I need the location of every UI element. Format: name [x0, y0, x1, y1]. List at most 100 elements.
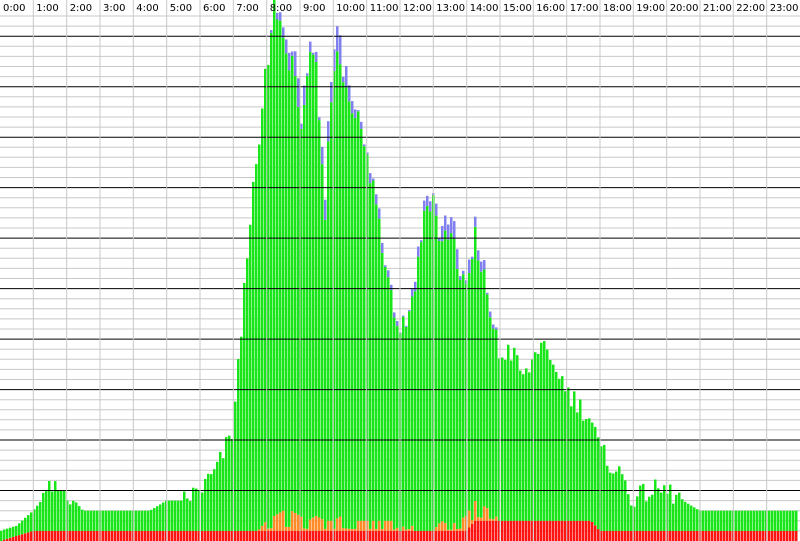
bar-red	[267, 530, 270, 541]
bar-red	[351, 530, 354, 541]
bar-red	[219, 530, 222, 541]
bar-green	[3, 529, 6, 540]
bar-red	[735, 530, 738, 541]
bar-red	[6, 538, 9, 541]
bar-green	[558, 378, 561, 521]
bar-red	[405, 530, 408, 541]
bar-green	[288, 70, 291, 527]
bar-red	[192, 530, 195, 541]
bar-orange	[462, 517, 465, 531]
bar-blue	[435, 203, 438, 216]
bar-blue	[453, 221, 456, 239]
bar-red	[702, 530, 705, 541]
bar-green	[219, 451, 222, 531]
bar-red	[108, 530, 111, 541]
bar-green	[453, 239, 456, 524]
bar-red	[669, 530, 672, 541]
bar-red	[606, 530, 609, 541]
bar-green	[762, 510, 765, 531]
bar-orange	[321, 519, 324, 531]
bar-red	[687, 530, 690, 541]
bar-red	[729, 530, 732, 541]
bar-red	[144, 530, 147, 541]
bar-red	[87, 530, 90, 541]
bar-red	[441, 530, 444, 541]
bar-green	[753, 510, 756, 531]
bar-green	[156, 506, 159, 531]
bar-red	[663, 530, 666, 541]
bar-green	[588, 418, 591, 521]
bar-green	[702, 510, 705, 531]
bar-red	[690, 530, 693, 541]
bar-blue	[447, 224, 450, 240]
bar-green	[747, 510, 750, 531]
bar-green	[735, 510, 738, 531]
bar-green	[195, 488, 198, 531]
bar-orange	[492, 519, 495, 521]
bar-green	[690, 505, 693, 531]
bar-red	[21, 534, 24, 541]
bar-orange	[468, 510, 471, 528]
bar-green	[684, 501, 687, 531]
bar-red	[24, 533, 27, 541]
bar-green	[429, 211, 432, 531]
x-tick-label: 1:00	[36, 3, 58, 14]
bar-red	[345, 530, 348, 541]
bar-green	[543, 341, 546, 521]
bar-red	[759, 530, 762, 541]
bar-green	[348, 101, 351, 529]
bar-red	[159, 530, 162, 541]
bar-green	[411, 296, 414, 526]
bar-green	[294, 76, 297, 513]
bar-blue	[393, 312, 396, 318]
bar-red	[291, 530, 294, 541]
bar-green	[594, 426, 597, 526]
x-tick-label: 20:00	[670, 3, 699, 14]
bar-green	[285, 53, 288, 527]
bar-orange	[444, 523, 447, 531]
bar-green	[210, 474, 213, 531]
bar-green	[483, 269, 486, 507]
x-tick-label: 22:00	[736, 3, 765, 14]
bar-red	[81, 530, 84, 541]
bar-red	[633, 530, 636, 541]
bar-red	[795, 530, 798, 541]
bar-red	[720, 530, 723, 541]
bar-red	[354, 530, 357, 541]
bar-green	[663, 485, 666, 531]
bar-red	[60, 530, 63, 541]
bar-blue	[450, 217, 453, 234]
bar-orange	[288, 526, 291, 531]
bar-red	[594, 525, 597, 541]
bar-red	[327, 530, 330, 541]
bar-red	[306, 530, 309, 541]
bar-red	[654, 530, 657, 541]
bar-red	[255, 530, 258, 541]
bar-blue	[420, 240, 423, 243]
bar-red	[204, 530, 207, 541]
bar-red	[177, 530, 180, 541]
bar-orange	[402, 526, 405, 531]
bar-red	[321, 530, 324, 541]
bar-orange	[438, 523, 441, 531]
bar-orange	[375, 528, 378, 531]
bar-red	[507, 520, 510, 541]
bar-red	[681, 530, 684, 541]
bar-red	[519, 520, 522, 541]
bar-green	[603, 444, 606, 531]
bar-green	[90, 510, 93, 531]
bar-blue	[321, 146, 324, 165]
bar-orange	[396, 527, 399, 531]
bar-green	[645, 501, 648, 531]
bar-green	[150, 509, 153, 531]
bar-red	[678, 530, 681, 541]
bar-blue	[297, 78, 300, 107]
bar-red	[198, 530, 201, 541]
bar-green	[354, 117, 357, 529]
bar-green	[714, 510, 717, 531]
bar-green	[390, 290, 393, 521]
bar-green	[564, 391, 567, 521]
bar-green	[621, 474, 624, 531]
bar-red	[642, 530, 645, 541]
bar-green	[228, 435, 231, 531]
